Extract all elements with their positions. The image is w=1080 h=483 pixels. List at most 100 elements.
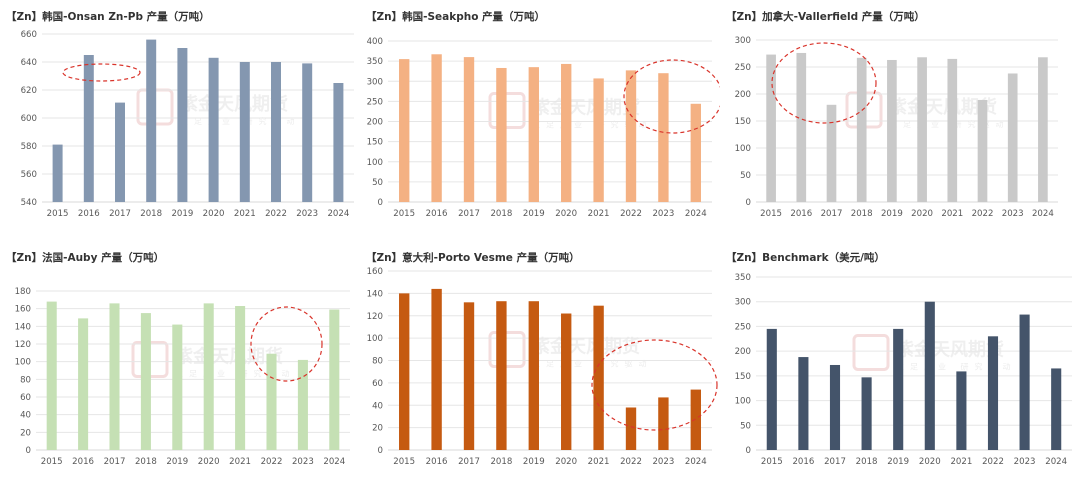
chart-title: 【Zn】加拿大-Vallerfield 产量（万吨）	[726, 10, 925, 23]
bar-2017	[109, 303, 120, 450]
x-tick-label: 2020	[198, 457, 220, 467]
bar-2021	[239, 62, 250, 202]
bar-2016	[83, 55, 94, 202]
bar-2017	[463, 302, 475, 450]
bar-2020	[561, 63, 572, 202]
x-tick-label: 2021	[229, 457, 251, 467]
watermark-sub: 立足产业 研究驱动	[180, 116, 301, 126]
y-tick-label: 100	[735, 397, 751, 407]
x-tick-label: 2016	[426, 457, 448, 467]
y-tick-label: 80	[372, 357, 383, 367]
y-tick-label: 200	[735, 90, 751, 100]
bar-2020	[917, 57, 927, 202]
bar-2024	[1038, 57, 1048, 202]
x-tick-label: 2021	[588, 457, 610, 467]
bar-2023	[658, 397, 669, 450]
x-tick-label: 2024	[327, 209, 349, 219]
y-tick-label: 50	[740, 421, 751, 431]
bar-2022	[266, 353, 277, 450]
bar-2018	[140, 313, 151, 450]
x-tick-label: 2017	[109, 209, 131, 219]
bar-2017	[463, 57, 475, 202]
x-tick-label: 2022	[982, 457, 1004, 467]
watermark-sub: 立足产业 研究驱动	[532, 120, 653, 130]
y-tick-label: 350	[367, 57, 383, 67]
x-tick-label: 2015	[41, 457, 63, 467]
x-tick-label: 2018	[490, 457, 512, 467]
y-tick-label: 100	[15, 358, 31, 368]
watermark-seal	[488, 92, 526, 129]
x-tick-label: 2024	[685, 209, 707, 219]
x-tick-label: 2022	[265, 209, 287, 219]
x-tick-label: 2016	[426, 209, 448, 219]
bar-2015	[766, 54, 776, 202]
x-tick-label: 2018	[490, 209, 512, 219]
x-tick-label: 2019	[523, 457, 545, 467]
bar-2023	[658, 73, 669, 202]
bar-2017	[115, 102, 125, 202]
y-tick-label: 540	[21, 198, 37, 208]
y-tick-label: 180	[15, 287, 31, 297]
y-tick-label: 120	[367, 312, 383, 322]
y-tick-label: 60	[372, 379, 383, 389]
y-tick-label: 600	[21, 114, 37, 124]
x-tick-label: 2023	[296, 209, 318, 219]
bar-2022	[625, 70, 637, 202]
bar-2020	[924, 301, 935, 450]
y-tick-label: 580	[21, 142, 37, 152]
bar-2023	[1007, 73, 1018, 202]
watermark-sub: 立足产业 研究驱动	[896, 362, 1017, 372]
x-tick-label: 2018	[851, 209, 873, 219]
x-tick-label: 2017	[458, 457, 480, 467]
x-tick-label: 2017	[824, 457, 846, 467]
x-tick-label: 2018	[135, 457, 157, 467]
y-tick-label: 300	[367, 77, 383, 87]
bar-2019	[177, 48, 188, 202]
bar-2019	[528, 67, 539, 202]
watermark-sub: 立足产业 研究驱动	[889, 119, 1010, 129]
x-tick-label: 2020	[919, 457, 941, 467]
bar-2021	[947, 58, 958, 203]
y-tick-label: 0	[378, 198, 383, 208]
bar-2015	[46, 301, 57, 450]
watermark-name: 紫金天风期货	[532, 97, 640, 119]
bar-2024	[690, 389, 701, 450]
bar-2022	[271, 62, 281, 202]
bar-2023	[302, 63, 313, 203]
bar-2018	[146, 39, 157, 202]
y-tick-label: 150	[735, 372, 751, 382]
bar-2024	[690, 103, 701, 202]
x-tick-label: 2022	[620, 457, 642, 467]
x-tick-label: 2018	[856, 457, 878, 467]
x-tick-label: 2020	[555, 457, 577, 467]
x-tick-label: 2016	[792, 457, 814, 467]
x-tick-label: 2023	[652, 457, 674, 467]
x-tick-label: 2015	[760, 209, 782, 219]
x-tick-label: 2023	[292, 457, 314, 467]
x-tick-label: 2021	[588, 209, 610, 219]
x-tick-label: 2024	[685, 457, 707, 467]
x-tick-label: 2017	[821, 209, 843, 219]
y-tick-label: 560	[21, 170, 37, 180]
y-tick-label: 250	[367, 97, 383, 107]
watermark-name: 紫金天风期货	[180, 93, 288, 115]
x-tick-label: 2022	[972, 209, 994, 219]
bar-2016	[798, 357, 809, 450]
bar-2017	[829, 364, 841, 450]
x-tick-label: 2021	[234, 209, 256, 219]
y-tick-label: 160	[367, 267, 383, 277]
bar-2022	[977, 99, 988, 202]
x-tick-label: 2015	[761, 457, 783, 467]
bar-2023	[1019, 314, 1030, 450]
chart-title: 【Zn】意大利-Porto Vesme 产量（万吨）	[366, 251, 580, 264]
annotation-circle	[250, 306, 323, 382]
chart-panel-porto-vesme: 【Zn】意大利-Porto Vesme 产量（万吨） 紫金天风期货 立足产业 研究驱…	[360, 241, 720, 482]
y-tick-label: 160	[15, 305, 31, 315]
y-tick-label: 100	[735, 144, 751, 154]
